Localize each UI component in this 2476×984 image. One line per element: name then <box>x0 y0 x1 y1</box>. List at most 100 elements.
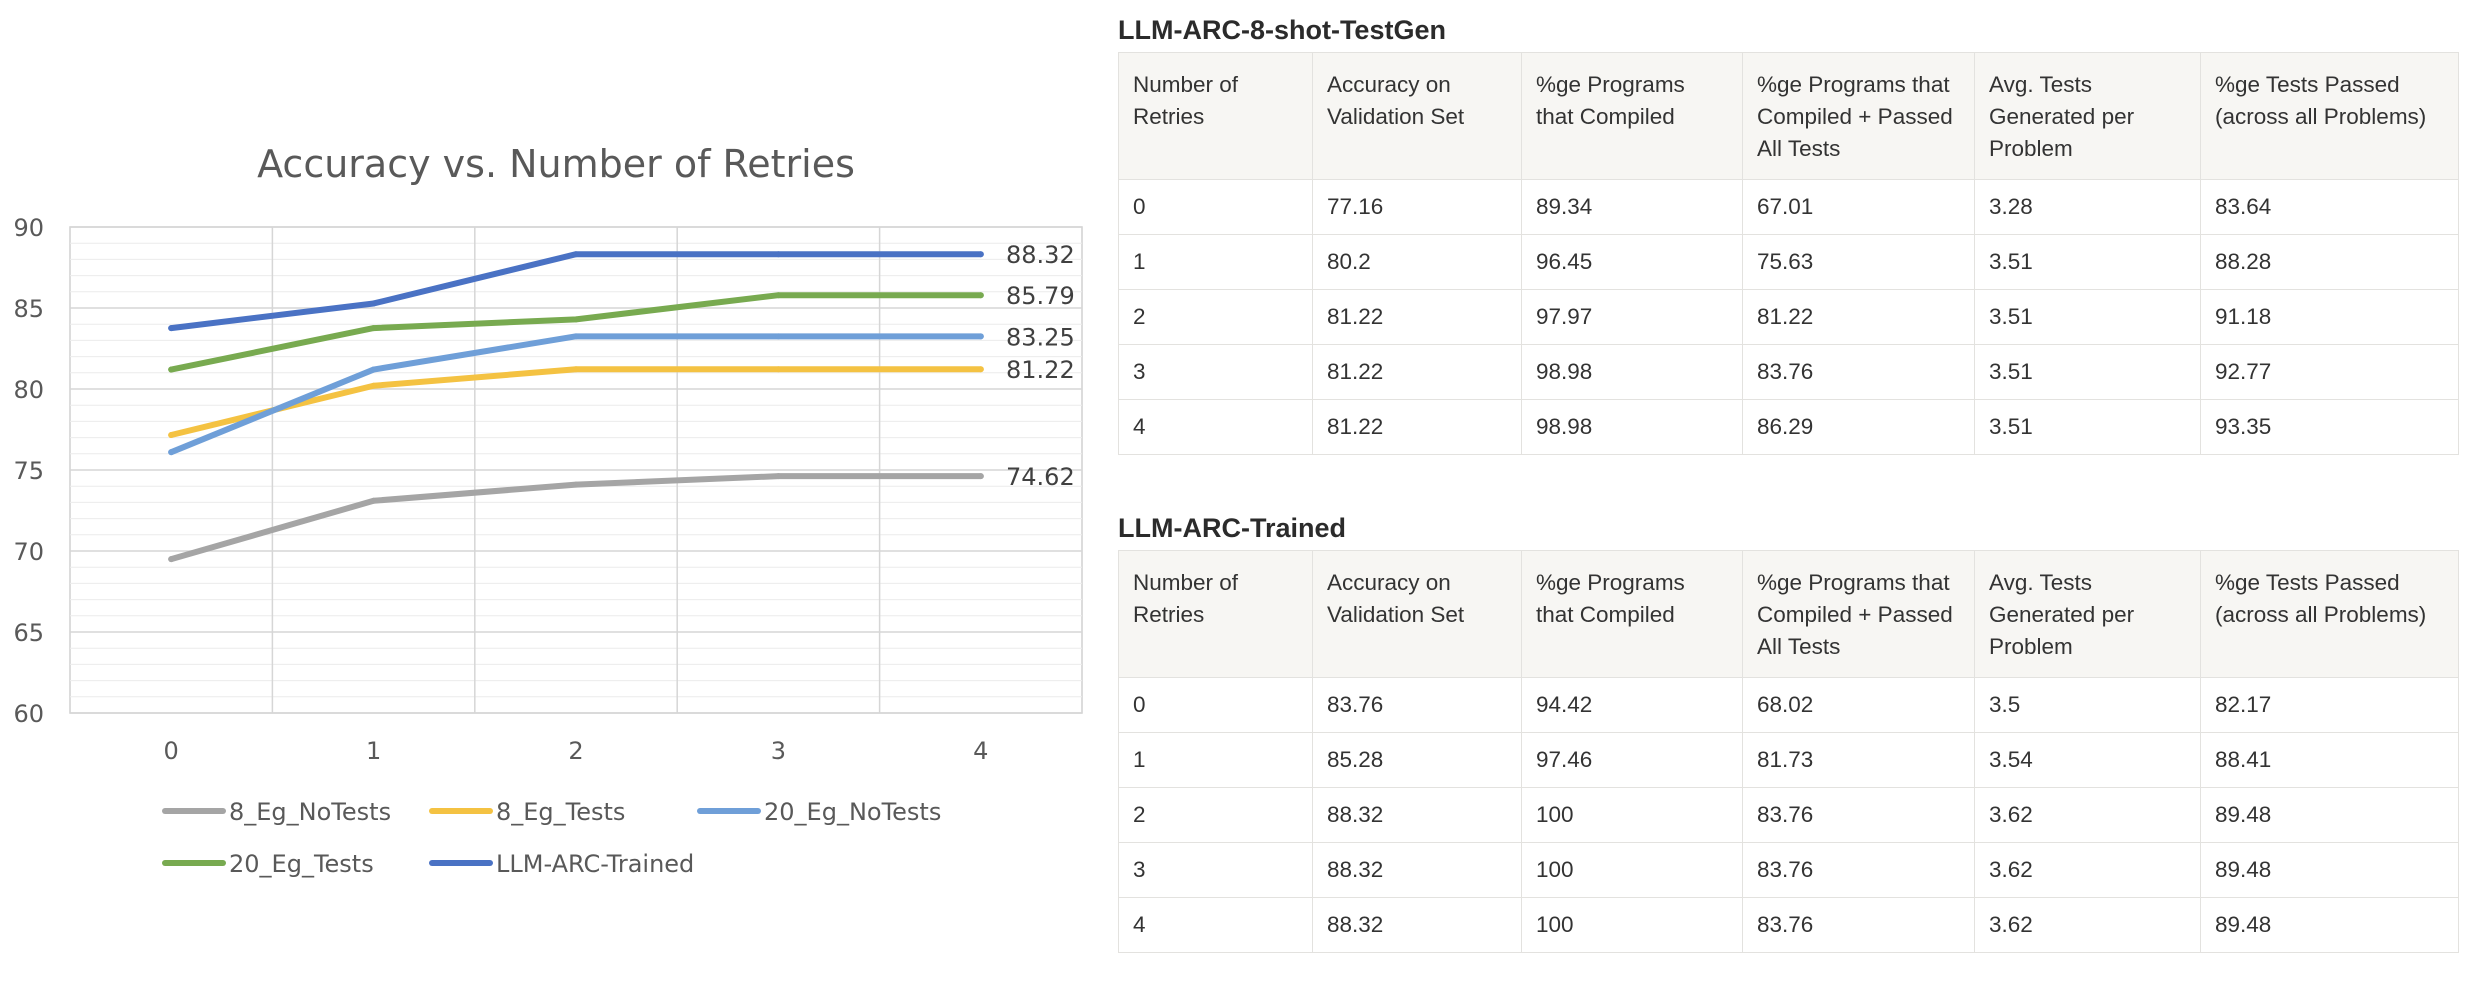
table-cell: 82.17 <box>2200 677 2459 733</box>
line-chart: Accuracy vs. Number of Retries 60 65 70 75 8… <box>0 0 1100 984</box>
table-cell: 75.63 <box>1742 234 1975 290</box>
table-cell: 97.46 <box>1521 732 1743 788</box>
table-cell: 81.73 <box>1742 732 1975 788</box>
table-cell: 3.28 <box>1974 179 2201 235</box>
table-row: 0 77.16 89.34 67.01 3.28 83.64 <box>1118 179 2459 235</box>
table-cell: 96.45 <box>1521 234 1743 290</box>
legend-label: 8_Eg_Tests <box>496 798 625 826</box>
column-header: Accuracy on Validation Set <box>1312 550 1522 678</box>
table-cell: 88.32 <box>1312 842 1522 898</box>
data-point <box>775 251 782 258</box>
table-cell: 80.2 <box>1312 234 1522 290</box>
table-cell: 77.16 <box>1312 179 1522 235</box>
table-cell: 81.22 <box>1312 399 1522 455</box>
table-cell: 3.5 <box>1974 677 2201 733</box>
data-label: 83.25 <box>1006 323 1075 351</box>
legend-label: 20_Eg_NoTests <box>764 798 941 826</box>
data-point <box>977 366 984 373</box>
results-table-8-shot: Number of Retries Accuracy on Validation… <box>1118 52 2459 455</box>
table-cell: 1 <box>1118 732 1313 788</box>
table-cell: 89.34 <box>1521 179 1743 235</box>
data-point <box>775 366 782 373</box>
column-header: Avg. Tests Generated per Problem <box>1974 52 2201 180</box>
table-cell: 4 <box>1118 399 1313 455</box>
table-cell: 92.77 <box>2200 344 2459 400</box>
table-cell: 94.42 <box>1521 677 1743 733</box>
table-cell: 98.98 <box>1521 399 1743 455</box>
data-point <box>573 333 579 340</box>
table-cell: 3.51 <box>1974 399 2201 455</box>
data-label: 85.79 <box>1006 282 1075 310</box>
table-cell: 91.18 <box>2200 289 2459 345</box>
table-cell: 83.64 <box>2200 179 2459 235</box>
table-cell: 67.01 <box>1742 179 1975 235</box>
table-cell: 100 <box>1521 897 1743 953</box>
data-point <box>370 382 377 389</box>
table-cell: 83.76 <box>1742 842 1975 898</box>
data-point <box>977 333 984 340</box>
y-tick-label: 60 <box>13 700 44 728</box>
y-tick-label: 65 <box>13 619 44 647</box>
table-row: 4 81.22 98.98 86.29 3.51 93.35 <box>1118 399 2459 455</box>
table-cell: 88.28 <box>2200 234 2459 290</box>
legend-label: 20_Eg_Tests <box>229 850 374 878</box>
table-cell: 81.22 <box>1742 289 1975 345</box>
table-row: 2 81.22 97.97 81.22 3.51 91.18 <box>1118 289 2459 345</box>
table-row: 3 88.32 100 83.76 3.62 89.48 <box>1118 842 2459 898</box>
table-cell: 0 <box>1118 677 1313 733</box>
table-cell: 0 <box>1118 179 1313 235</box>
x-tick-label: 0 <box>164 737 179 765</box>
table-row: 1 80.2 96.45 75.63 3.51 88.28 <box>1118 234 2459 290</box>
data-point <box>977 251 984 258</box>
y-tick-label: 85 <box>13 295 44 323</box>
table-cell: 100 <box>1521 787 1743 843</box>
table-cell: 68.02 <box>1742 677 1975 733</box>
table-cell: 83.76 <box>1312 677 1522 733</box>
column-header: %ge Tests Passed (across all Problems) <box>2200 550 2459 678</box>
chart-canvas: Accuracy vs. Number of Retries 60 65 70 75 8… <box>13 142 1083 878</box>
legend-label: 8_Eg_NoTests <box>229 798 391 826</box>
data-point <box>775 292 782 299</box>
table-cell: 4 <box>1118 897 1313 953</box>
table-cell: 100 <box>1521 842 1743 898</box>
y-tick-label: 90 <box>13 214 44 242</box>
data-point <box>573 316 579 323</box>
data-point <box>168 325 175 332</box>
table-cell: 98.98 <box>1521 344 1743 400</box>
table-cell: 86.29 <box>1742 399 1975 455</box>
table-cell: 2 <box>1118 289 1313 345</box>
table-row: 1 85.28 97.46 81.73 3.54 88.41 <box>1118 732 2459 788</box>
table-cell: 88.32 <box>1312 787 1522 843</box>
data-label: 81.22 <box>1006 356 1075 384</box>
data-point <box>775 473 782 480</box>
data-point <box>370 497 377 504</box>
table-cell: 97.97 <box>1521 289 1743 345</box>
results-table-trained: Number of Retries Accuracy on Validation… <box>1118 550 2459 953</box>
data-point <box>977 473 984 480</box>
table-cell: 89.48 <box>2200 897 2459 953</box>
data-point <box>168 366 175 373</box>
data-point <box>573 481 579 488</box>
data-point <box>370 325 377 332</box>
table-cell: 83.76 <box>1742 344 1975 400</box>
table-cell: 3.51 <box>1974 289 2201 345</box>
table-cell: 88.41 <box>2200 732 2459 788</box>
table-cell: 1 <box>1118 234 1313 290</box>
column-header: %ge Programs that Compiled + Passed All … <box>1742 550 1975 678</box>
table-title: LLM-ARC-8-shot-TestGen <box>1118 15 1446 45</box>
table-cell: 3.51 <box>1974 344 2201 400</box>
table-title: LLM-ARC-Trained <box>1118 513 1346 543</box>
data-point <box>168 449 175 456</box>
table-cell: 89.48 <box>2200 787 2459 843</box>
data-point <box>573 366 579 373</box>
table-cell: 3.51 <box>1974 234 2201 290</box>
table-cell: 93.35 <box>2200 399 2459 455</box>
x-tick-label: 2 <box>568 737 583 765</box>
table-cell: 88.32 <box>1312 897 1522 953</box>
column-header: %ge Tests Passed (across all Problems) <box>2200 52 2459 180</box>
table-section-8-shot: LLM-ARC-8-shot-TestGen Number of Retries… <box>1118 8 2459 455</box>
table-cell: 3.62 <box>1974 897 2201 953</box>
table-cell: 3.54 <box>1974 732 2201 788</box>
table-cell: 89.48 <box>2200 842 2459 898</box>
table-cell: 83.76 <box>1742 897 1975 953</box>
